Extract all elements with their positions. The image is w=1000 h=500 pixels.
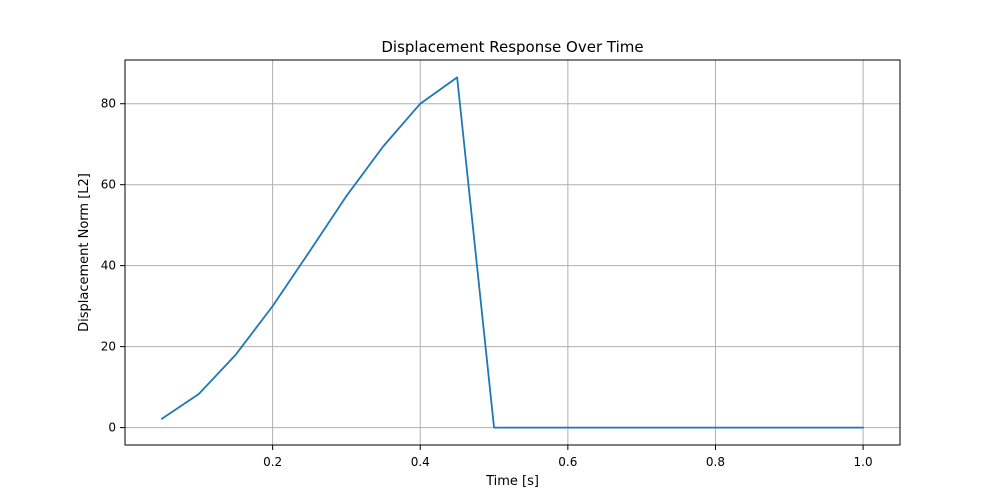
x-tick-label: 0.8 (706, 455, 725, 469)
y-axis-label: Displacement Norm [L2] (77, 173, 92, 332)
y-tick-label: 0 (108, 421, 116, 435)
tick-layer: 0.2 0.4 0.6 0.8 1.0 0 20 40 60 80 (101, 97, 873, 469)
displacement-series-line (160, 76, 864, 429)
y-tick-label: 80 (101, 97, 116, 111)
y-tick-label: 20 (101, 340, 116, 354)
x-tick-label: 0.2 (263, 455, 282, 469)
plot-area-frame (124, 59, 901, 446)
x-tick-label: 1.0 (854, 455, 873, 469)
x-tick-label: 0.6 (558, 455, 577, 469)
x-tick-label: 0.4 (411, 455, 430, 469)
x-axis-label: Time [s] (485, 474, 539, 489)
chart-title: Displacement Response Over Time (381, 38, 643, 56)
grid-layer (125, 60, 900, 445)
series-layer (160, 76, 864, 429)
y-tick-label: 40 (101, 259, 116, 273)
y-tick-label: 60 (101, 178, 116, 192)
